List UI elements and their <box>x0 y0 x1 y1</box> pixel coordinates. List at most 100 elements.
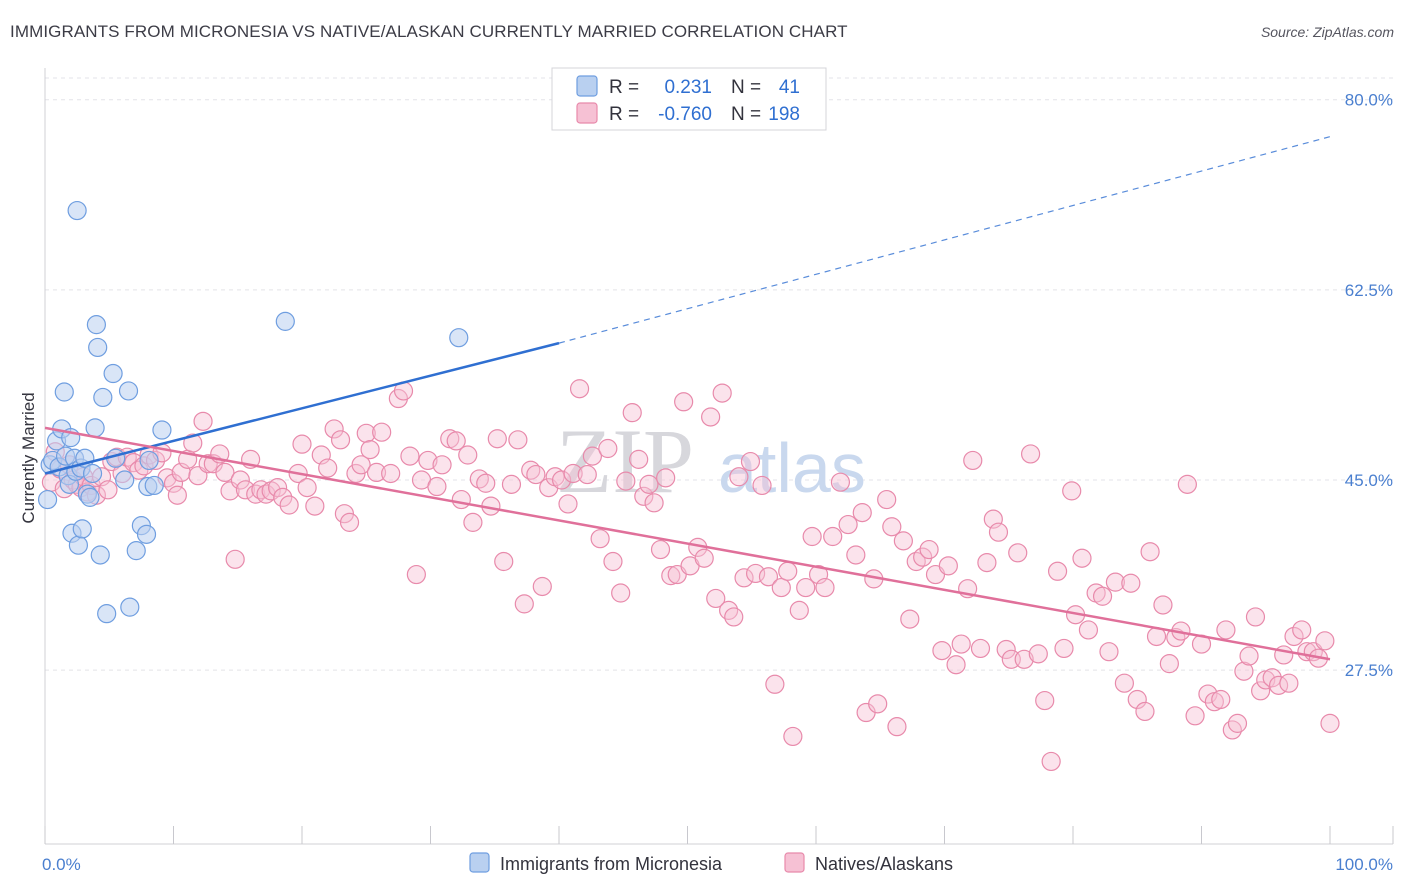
natives-alaskans-point <box>765 674 785 694</box>
natives-alaskans-point <box>381 463 401 484</box>
micronesia-trendline <box>44 341 560 475</box>
y-tick-label: 62.5% <box>1345 281 1393 300</box>
micronesia-point <box>139 450 159 471</box>
natives-alaskans-point <box>508 430 528 450</box>
natives-alaskans-point <box>98 480 118 500</box>
micronesia-point <box>126 541 146 561</box>
natives-alaskans-point <box>694 548 714 568</box>
natives-alaskans-point <box>729 467 749 487</box>
natives-alaskans-point <box>1227 713 1248 733</box>
natives-alaskans-point <box>267 478 288 498</box>
natives-alaskans-point <box>1072 548 1092 568</box>
micronesia-point <box>67 200 87 221</box>
micronesia-point <box>90 545 110 565</box>
legend-r-value: -0.760 <box>658 104 712 125</box>
micronesia-point <box>88 337 108 358</box>
natives-alaskans-point <box>163 473 184 493</box>
natives-alaskans-point <box>1284 626 1304 647</box>
micronesia-point <box>103 363 123 384</box>
natives-alaskans-point <box>1222 720 1242 740</box>
natives-alaskans-point <box>1014 649 1034 669</box>
gridlines <box>45 77 1393 671</box>
chart-title: IMMIGRANTS FROM MICRONESIA VS NATIVE/ALA… <box>10 22 848 41</box>
natives-alaskans-point <box>451 489 471 510</box>
natives-alaskans-point <box>501 474 522 494</box>
natives-alaskans-point <box>1211 689 1231 710</box>
natives-alaskans-point <box>977 552 997 573</box>
natives-alaskans-point <box>582 446 603 466</box>
series-legend-swatch-natives <box>784 852 805 873</box>
natives-alaskans-point <box>616 471 636 491</box>
natives-alaskans-point <box>1020 444 1041 464</box>
natives-alaskans-point <box>1078 620 1099 640</box>
natives-alaskans-point <box>919 539 939 560</box>
legend-n-value: 198 <box>768 104 800 125</box>
natives-alaskans-point <box>256 484 276 504</box>
natives-alaskans-point <box>1054 638 1074 659</box>
natives-alaskans-point <box>230 470 250 490</box>
natives-alaskans-point <box>324 419 344 439</box>
natives-alaskans-point <box>400 446 420 466</box>
natives-alaskans-point <box>852 503 872 523</box>
legend-r-label: R = <box>609 77 639 98</box>
natives-alaskans-point <box>796 577 816 598</box>
natives-alaskans-point <box>752 475 772 496</box>
legend-r-label: R = <box>609 104 639 125</box>
natives-alaskans-point <box>1127 689 1147 710</box>
micronesia-points <box>37 200 469 624</box>
natives-alaskans-point <box>235 480 256 500</box>
source-credit: Source: ZipAtlas.com <box>1260 24 1394 40</box>
tick-labels: 27.5% 45.0% 62.5% 80.0% 0.0% 100.0% <box>42 91 1393 874</box>
natives-alaskans-point <box>882 517 902 537</box>
natives-alaskans-point <box>1245 607 1266 627</box>
natives-alaskans-point <box>1114 673 1135 693</box>
natives-alaskans-point <box>514 594 534 614</box>
natives-alaskans-point <box>1234 661 1254 681</box>
natives-alaskans-point <box>650 539 671 560</box>
natives-alaskans-point <box>193 411 213 431</box>
natives-alaskans-point <box>1008 543 1028 563</box>
natives-alaskans-point <box>1177 474 1197 494</box>
natives-alaskans-trendline <box>44 426 1331 661</box>
x-tick-label: 0.0% <box>42 855 81 874</box>
natives-alaskans-point <box>1099 642 1119 662</box>
legend-swatch-natives <box>576 102 598 124</box>
natives-alaskans-point <box>215 462 235 483</box>
natives-alaskans-point <box>1292 620 1312 640</box>
natives-alaskans-point <box>629 449 649 469</box>
natives-alaskans-point <box>330 430 351 450</box>
micronesia-point <box>68 535 89 555</box>
x-tick-label: 100.0% <box>1335 855 1393 874</box>
natives-alaskans-point <box>1251 681 1271 701</box>
natives-alaskans-point <box>339 512 360 532</box>
natives-alaskans-point <box>900 609 920 629</box>
micronesia-point <box>275 311 295 331</box>
natives-alaskans-point <box>532 576 552 597</box>
natives-alaskans-point <box>712 383 732 403</box>
natives-alaskans-point <box>318 458 338 478</box>
micronesia-point <box>93 387 113 408</box>
natives-alaskans-point <box>603 551 623 572</box>
natives-alaskans-point <box>406 564 426 585</box>
natives-alaskans-point <box>1239 646 1259 666</box>
natives-alaskans-point <box>305 496 325 516</box>
natives-alaskans-point <box>279 495 299 515</box>
y-axis-label: Currently Married <box>19 392 38 523</box>
natives-alaskans-point <box>932 640 952 661</box>
natives-alaskans-point <box>167 485 187 505</box>
natives-alaskans-point <box>846 545 866 565</box>
y-tick-label: 45.0% <box>1345 471 1393 490</box>
natives-alaskans-point <box>771 577 791 598</box>
natives-alaskans-point <box>783 726 803 747</box>
micronesia-point <box>80 487 100 507</box>
natives-alaskans-point <box>372 422 392 442</box>
natives-alaskans-point <box>360 439 380 460</box>
legend-n-label: N = <box>731 104 761 125</box>
natives-alaskans-point <box>674 392 694 412</box>
natives-alaskans-point <box>1047 561 1068 581</box>
natives-alaskans-point <box>598 438 618 459</box>
natives-alaskans-point <box>1140 542 1160 562</box>
natives-alaskans-point <box>183 433 203 453</box>
natives-alaskans-point <box>830 472 851 492</box>
micronesia-point <box>136 524 157 544</box>
